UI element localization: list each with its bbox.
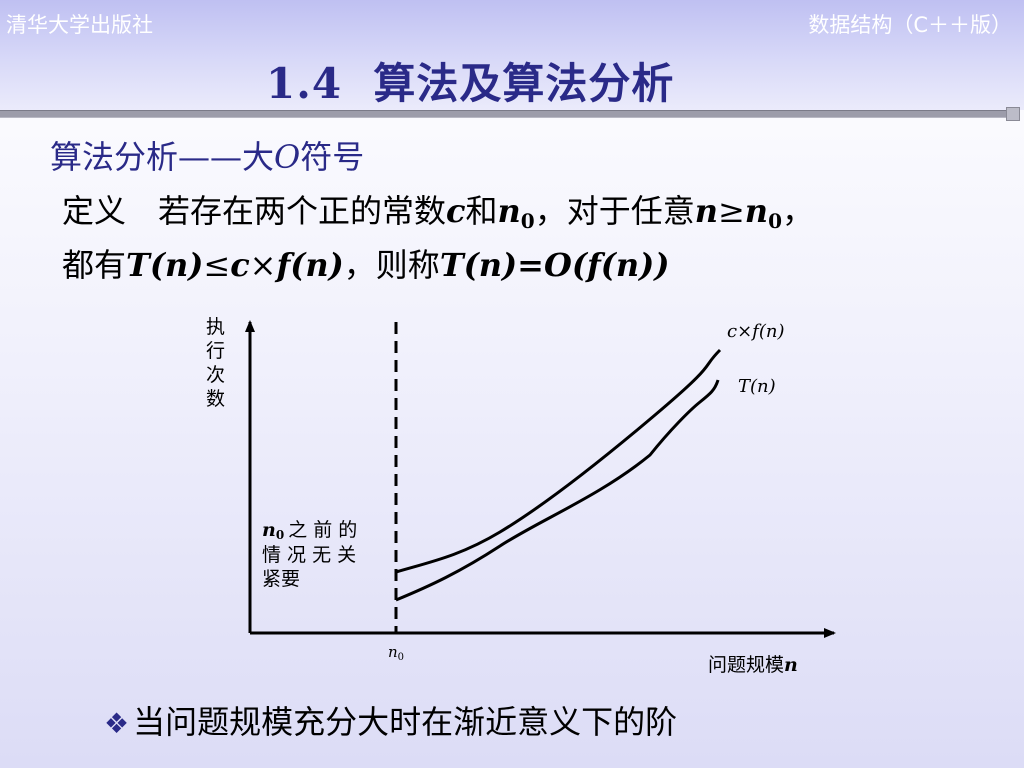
def2-leq: ≤ (203, 246, 231, 284)
def-n0b-sub: 0 (768, 209, 782, 233)
def2-O: O (543, 246, 572, 284)
def2-n4: (n) (600, 246, 655, 284)
section-subtitle: 算法分析——大O符号 (50, 132, 364, 178)
definition-line-2: 都有T(n)≤c×f(n)，则称T(n)=O(f(n)) (62, 240, 982, 290)
divider-end-cap (1006, 107, 1020, 121)
def-mid: ，对于任意 (534, 192, 695, 230)
subtitle-prefix: 算法分析——大 (50, 138, 275, 176)
title-bar (0, 0, 1024, 110)
def-const-c: c (446, 192, 466, 230)
def2-times: × (249, 246, 277, 284)
def-tail: ， (781, 192, 814, 230)
def-n0-sub: 0 (520, 209, 535, 233)
def2-eq: = (517, 246, 544, 284)
def2-n3: (n) (463, 246, 518, 284)
def-n0-base: n (497, 192, 521, 230)
x-axis-label: 问题规模n (708, 654, 798, 676)
def-and: 和 (465, 192, 498, 230)
bottom-text: 当问题规模充分大时在渐近意义下的阶 (133, 703, 678, 741)
publisher-label: 清华大学出版社 (6, 13, 153, 37)
def2-T2: T (439, 246, 464, 284)
title-divider (0, 110, 1006, 118)
y-axis-label-char-4: 数 (206, 388, 225, 410)
bottom-statement: ❖ 当问题规模充分大时在渐近意义下的阶 (104, 697, 677, 743)
def-geq: ≥ (717, 192, 745, 230)
def-n: n (694, 192, 718, 230)
def2-c: c (230, 246, 250, 284)
y-axis-label-char-1: 执 (206, 316, 225, 338)
def2-T: T (126, 246, 150, 284)
subtitle-suffix: 符号 (300, 138, 365, 176)
lower-curve-label: T(n) (738, 376, 776, 397)
def2-f: f (276, 246, 291, 284)
def-n0b-base: n (744, 192, 769, 230)
def-lead: 定义 若存在两个正的常数 (62, 192, 447, 230)
def2-open: ( (571, 246, 587, 284)
def2-n1: (n) (149, 246, 204, 284)
n0-note-line-2: 情 况 无 关 (262, 544, 356, 566)
title-text: 算法及算法分析 (373, 59, 675, 108)
y-axis-label-char-2: 行 (206, 340, 225, 362)
y-axis-label-char-3: 次 (206, 364, 225, 386)
def2-mid: ，则称 (343, 246, 440, 284)
diamond-bullet-icon: ❖ (104, 707, 130, 740)
n0-note-line-1: n0 之 前 的 (262, 519, 357, 542)
def2-n2: (n) (290, 246, 344, 284)
def2-close: ) (654, 246, 670, 284)
subtitle-symbol: O (274, 138, 301, 176)
course-label: 数据结构（C＋＋版） (808, 13, 1012, 37)
upper-curve-cf (395, 348, 722, 574)
n0-tick-label: n0 (388, 643, 404, 663)
upper-curve-label: c×f(n) (727, 321, 784, 342)
definition-line-1: 定义 若存在两个正的常数c和n0，对于任意n≥n0， (62, 186, 982, 240)
def2-lead: 都有 (62, 246, 127, 284)
definition-text: 定义 若存在两个正的常数c和n0，对于任意n≥n0， 都有T(n)≤c×f(n)… (62, 186, 982, 290)
lower-curve-T (395, 379, 720, 602)
title-number: 1.4 (266, 59, 343, 108)
n0-note-line-3: 紧要 (262, 568, 300, 590)
def2-f2: f (587, 246, 601, 284)
page-title: 1.4 算法及算法分析 (266, 50, 674, 111)
